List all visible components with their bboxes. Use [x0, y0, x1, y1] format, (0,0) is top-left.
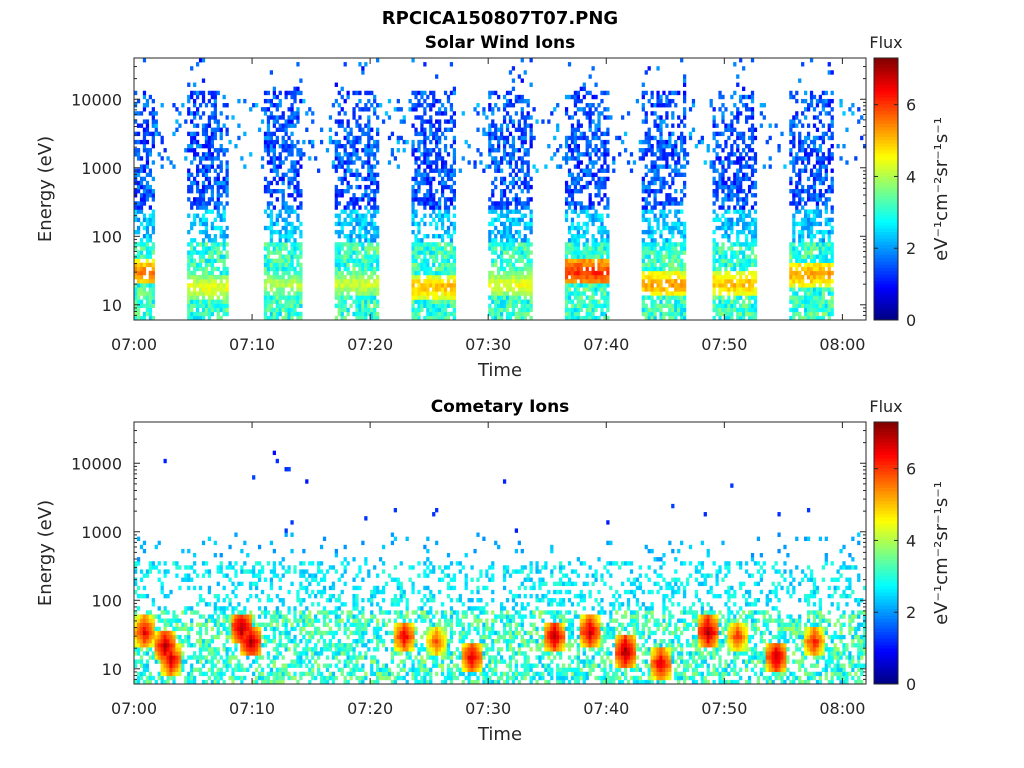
colorbar-tick-label: 2 [906, 239, 916, 258]
spectrogram-cells [134, 58, 867, 321]
x-tick-label: 07:00 [111, 335, 157, 354]
x-tick-label: 07:20 [347, 335, 393, 354]
y-tick-label: 10000 [71, 454, 122, 473]
axes-box [133, 57, 867, 321]
colorbar-label: eV⁻¹cm⁻²sr⁻¹s⁻¹ [931, 117, 952, 261]
colorbar-tick-label: 0 [906, 311, 916, 330]
colorbar-title: Flux [869, 397, 902, 416]
spectrogram-panel: 07:00 07:10 07:20 07:30 07:40 07:50 08:00 Time 1… [35, 397, 952, 745]
panels: 07:00 07:10 07:20 07:30 07:40 07:50 08:00 Time 1… [35, 33, 952, 745]
x-tick-label: 07:50 [701, 335, 747, 354]
panel-title: Solar Wind Ions [425, 33, 576, 53]
y-tick-label: 10 [102, 660, 122, 679]
x-tick-label: 07:40 [583, 699, 629, 718]
x-axis: 07:00 07:10 07:20 07:30 07:40 07:50 08:00 Time [111, 58, 865, 381]
y-tick-label: 100 [91, 227, 122, 246]
x-tick-label: 07:40 [583, 335, 629, 354]
x-tick-label: 08:00 [819, 699, 865, 718]
colorbar-tick-label: 4 [906, 167, 916, 186]
spectrogram-cells [134, 450, 867, 685]
colorbar-label: eV⁻¹cm⁻²sr⁻¹s⁻¹ [931, 481, 952, 625]
colorbar-tick-label: 6 [906, 460, 916, 479]
colorbar-title: Flux [869, 33, 902, 52]
x-axis-label: Time [477, 724, 522, 745]
x-tick-label: 07:10 [229, 699, 275, 718]
x-tick-label: 07:30 [465, 699, 511, 718]
x-tick-label: 07:20 [347, 699, 393, 718]
x-tick-label: 07:30 [465, 335, 511, 354]
colorbar-tick-label: 0 [906, 675, 916, 694]
y-tick-label: 1000 [81, 523, 122, 542]
x-tick-label: 07:00 [111, 699, 157, 718]
panel-title: Cometary Ions [431, 397, 570, 417]
y-axis-label: Energy (eV) [35, 136, 56, 242]
x-axis-label: Time [477, 360, 522, 381]
y-axis: 10 100 1000 10000 Energy (eV) [35, 421, 866, 685]
axes-box [133, 421, 867, 685]
spectrogram-panel: 07:00 07:10 07:20 07:30 07:40 07:50 08:00 Time 1… [35, 33, 952, 381]
colorbar-tick-label: 6 [906, 96, 916, 115]
colorbar: 0 2 4 6 Flux eV⁻¹cm⁻²sr⁻¹s⁻¹ [869, 33, 952, 330]
y-tick-label: 10000 [71, 90, 122, 109]
figure-title: RPCICA150807T07.PNG [382, 8, 618, 29]
y-tick-label: 100 [91, 591, 122, 610]
x-tick-label: 08:00 [819, 335, 865, 354]
y-tick-label: 10 [102, 296, 122, 315]
x-tick-label: 07:50 [701, 699, 747, 718]
colorbar-tick-label: 4 [906, 531, 916, 550]
y-axis-label: Energy (eV) [35, 500, 56, 606]
colorbar-tick-label: 2 [906, 603, 916, 622]
x-tick-label: 07:10 [229, 335, 275, 354]
colorbar: 0 2 4 6 Flux eV⁻¹cm⁻²sr⁻¹s⁻¹ [869, 397, 952, 694]
y-tick-label: 1000 [81, 159, 122, 178]
y-axis: 10 100 1000 10000 Energy (eV) [35, 57, 866, 321]
x-axis: 07:00 07:10 07:20 07:30 07:40 07:50 08:00 Time [111, 422, 865, 745]
